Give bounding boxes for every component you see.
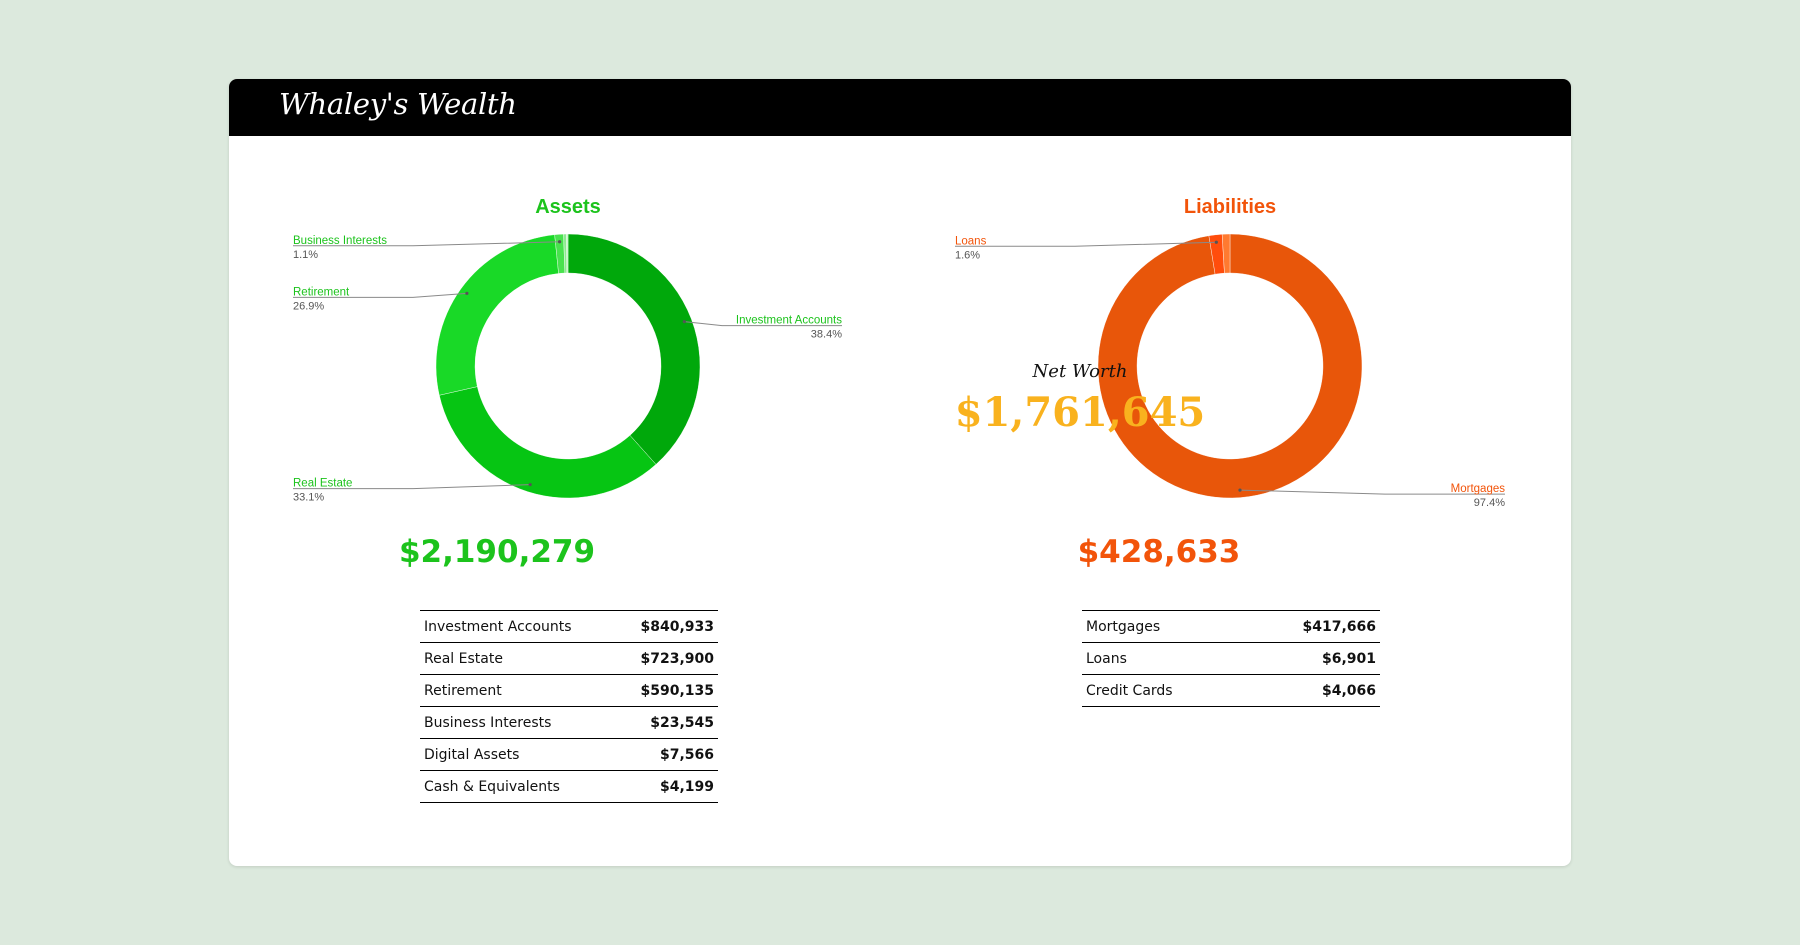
app-title: Whaley's Wealth [279, 87, 517, 121]
row-label: Real Estate [424, 650, 503, 667]
row-label: Loans [1086, 650, 1127, 667]
charts-canvas: Assets Investment Accounts 38.4% Real Estat… [293, 196, 1506, 509]
assets-table: Investment Accounts $840,933 Real Estate $… [420, 610, 718, 803]
assets-total: $2,190,279 [398, 534, 596, 570]
net-worth-label: Net Worth [1032, 361, 1128, 382]
slice-label-real-estate: Real Estate [293, 478, 352, 490]
table-row: Digital Assets $7,566 [420, 739, 718, 771]
row-value: $417,666 [1302, 618, 1376, 635]
header-bar: Whaley's Wealth [229, 79, 1571, 136]
callout-line-loans [955, 241, 1217, 247]
row-label: Business Interests [424, 714, 552, 731]
slice-label-loans: Loans [955, 235, 987, 247]
callout-dot-retirement [465, 291, 469, 295]
row-label: Investment Accounts [424, 618, 572, 635]
slice-percent-loans: 1.6% [955, 249, 980, 261]
row-value: $4,199 [659, 778, 714, 795]
table-row: Mortgages $417,666 [1082, 610, 1380, 643]
table-row: Credit Cards $4,066 [1082, 675, 1380, 707]
donut-slice-real-estate [439, 386, 657, 499]
chart-title: Assets [535, 196, 601, 218]
row-value: $23,545 [650, 714, 714, 731]
row-value: $6,901 [1321, 650, 1376, 667]
row-value: $590,135 [640, 682, 714, 699]
donut-slice-investment-accounts [567, 233, 701, 465]
row-label: Digital Assets [424, 746, 520, 763]
callout-dot-investment-accounts [682, 320, 686, 324]
row-value: $840,933 [640, 618, 714, 635]
callout-line-mortgages [1239, 489, 1505, 495]
chart-title: Liabilities [1184, 196, 1276, 218]
slice-label-mortgages: Mortgages [1451, 483, 1506, 495]
row-label: Cash & Equivalents [424, 778, 560, 795]
row-value: $4,066 [1321, 682, 1376, 699]
net-worth-value: $1,761,645 [954, 389, 1206, 436]
slice-percent-real-estate: 33.1% [293, 492, 324, 504]
table-row: Retirement $590,135 [420, 675, 718, 707]
row-label: Retirement [424, 682, 502, 699]
callout-dot-real-estate [528, 483, 532, 487]
callout-dot-mortgages [1238, 488, 1242, 492]
slice-percent-business-interests: 1.1% [293, 249, 318, 261]
row-value: $723,900 [640, 650, 714, 667]
table-row: Business Interests $23,545 [420, 707, 718, 739]
callout-line-retirement [293, 292, 467, 298]
slice-label-investment-accounts: Investment Accounts [736, 315, 842, 327]
slice-label-business-interests: Business Interests [293, 235, 387, 247]
row-label: Credit Cards [1086, 682, 1173, 699]
callout-line-business-interests [293, 241, 560, 247]
donut-slice-mortgages [1097, 233, 1363, 499]
table-row: Cash & Equivalents $4,199 [420, 771, 718, 803]
table-row: Loans $6,901 [1082, 643, 1380, 675]
row-label: Mortgages [1086, 618, 1161, 635]
donut-slice-cash-equivalents [566, 233, 569, 274]
liabilities-table: Mortgages $417,666 Loans $6,901 Credit Car… [1082, 610, 1380, 707]
dashboard-card: Whaley's Wealth Assets Investment Account… [229, 79, 1571, 866]
slice-label-retirement: Retirement [293, 286, 350, 298]
callout-line-real-estate [293, 484, 531, 490]
table-row: Real Estate $723,900 [420, 643, 718, 675]
callout-dot-business-interests [558, 240, 562, 244]
row-value: $7,566 [659, 746, 714, 763]
slice-percent-mortgages: 97.4% [1474, 497, 1505, 509]
callout-dot-loans [1214, 240, 1218, 244]
slice-percent-investment-accounts: 38.4% [811, 329, 842, 341]
liabilities-total: $428,633 [1077, 534, 1241, 570]
donut-slice-retirement [435, 234, 559, 396]
callout-line-investment-accounts [684, 321, 842, 327]
donut-slice-credit-cards [1221, 233, 1231, 274]
slice-percent-retirement: 26.9% [293, 300, 324, 312]
table-row: Investment Accounts $840,933 [420, 610, 718, 643]
